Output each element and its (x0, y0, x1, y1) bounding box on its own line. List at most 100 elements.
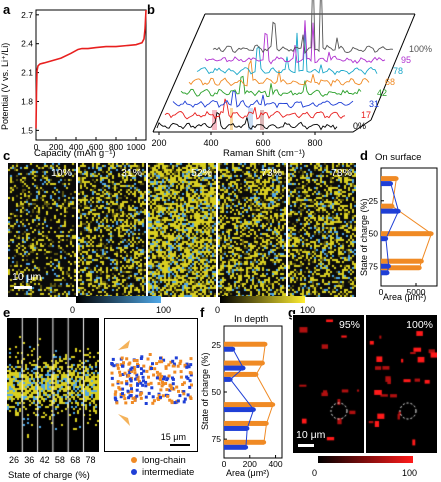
map-c-soc-label: 73% (260, 167, 282, 179)
chart-a-ytick-label: 1.5 (21, 125, 33, 135)
chart-e-zoom-pixel (182, 392, 186, 396)
chart-e-zoom-pixel (151, 401, 155, 405)
chart-e-zoom-pixel (174, 356, 178, 360)
chart-d-point-long-chain (394, 176, 399, 181)
chart-f-xtick-label: 200 (243, 459, 257, 469)
map-c-scale-text: 10 μm (12, 271, 42, 283)
chart-e-zoom-pixel (132, 359, 136, 363)
chart-e-zoom-pixel (128, 361, 132, 365)
chart-e-zoom-pixel (183, 363, 187, 367)
chart-f-point-long-chain (260, 360, 265, 366)
chart-d-ylabel: State of charge (%) (359, 198, 369, 276)
chart-b: Raman Shift (cm⁻¹) 200 400 600 800 0%1731426… (151, 0, 432, 159)
chart-b-spectrum-95 (204, 20, 386, 65)
chart-e-zoom-pixel (172, 362, 176, 366)
chart-d-point-long-chain (419, 259, 424, 264)
chart-e-zoom-pixel (185, 375, 189, 379)
chart-e-zoom-pixel (135, 359, 139, 362)
chart-d-point-intermediate (388, 181, 393, 186)
chart-e-zoom-pixel (176, 364, 180, 368)
chart-e-zoom-pixel (164, 382, 168, 385)
cbar-yellow-min: 0 (215, 305, 220, 315)
map-c-image (148, 163, 216, 297)
chart-e-zoom-pixel (166, 376, 170, 380)
chart-e-zoom-pixel (133, 371, 137, 375)
chart-e-zoom-pixel (182, 390, 186, 394)
chart-e-zoom-pixel (179, 370, 183, 374)
chart-e-zoom-pixel (142, 379, 145, 383)
chart-e-zoom-pixel (160, 374, 163, 378)
chart-f-ytick-label: 25 (212, 340, 222, 350)
colorbar-blue (76, 296, 161, 303)
chart-e-axis: State of charge (%) 26 36 42 58 68 78 (8, 455, 96, 481)
chart-e-zoom-pixel (136, 362, 139, 366)
chart-b-spectrum-78 (196, 30, 378, 76)
map-g-frame-0: 95% 10 μm (292, 314, 365, 454)
chart-b-soc-label-1: 17 (361, 110, 371, 120)
panel-label-e: e (3, 305, 11, 320)
chart-e-zoom-pixel (133, 398, 137, 402)
chart-d-bar-intermediate (381, 236, 386, 242)
legend-intermediate: intermediate (142, 467, 194, 478)
chart-e-zoom-pixel (147, 382, 151, 386)
chart-e-zoom-pixel (164, 365, 168, 369)
chart-e-zoom-pixel (158, 372, 162, 376)
chart-b-xtick-label: 200 (151, 138, 166, 148)
chart-e-zoom-pixel (115, 401, 119, 405)
chart-b-spectrum-42 (180, 75, 362, 98)
chart-e-zoom-pixel (169, 385, 173, 389)
chart-e-zoom-pixel (129, 379, 133, 383)
chart-e-zoom-pixel (142, 364, 146, 368)
chart-d-frame (380, 167, 438, 287)
chart-e-zoom-pixel (111, 357, 115, 361)
chart-e-zoom-pixel (141, 375, 145, 379)
chart-e-zoom: 15 μm (104, 318, 198, 452)
chart-d-bar-intermediate (381, 270, 388, 276)
chart-a-ytick-label: 2.1 (21, 68, 33, 78)
chart-e-zoom-pixel (116, 380, 120, 384)
chart-e-zoom-pixel (159, 395, 162, 399)
chart-f-bar-intermediate (224, 444, 246, 450)
chart-e-zoom-pixel (152, 373, 156, 377)
chart-f-xtick-label: 400 (268, 459, 282, 469)
map-g: 95% 10 μm 100% (292, 314, 438, 454)
chart-e-zoom-pixel (162, 377, 165, 381)
chart-e-zoom-pixel (150, 367, 153, 370)
chart-d-title: On surface (375, 152, 421, 163)
chart-b-band-pink (212, 110, 217, 130)
chart-e-zoom-pixel (189, 357, 193, 361)
chart-e-zoom-pixel (126, 389, 130, 393)
chart-d-point-intermediate (383, 236, 389, 241)
chart-e-zoom-pixel (185, 362, 189, 366)
chart-b-soc-label-7: 100% (409, 44, 432, 54)
chart-e-zoom-pixel (119, 395, 123, 399)
chart-e-zoom-pixel (145, 369, 149, 373)
panel-label-b: b (147, 2, 155, 17)
colorbars-c: 0 100 0 100 (70, 296, 315, 315)
chart-e-zoom-pixel (171, 382, 175, 386)
chart-d-bar-intermediate (381, 208, 399, 214)
panel-label-d: d (360, 148, 368, 163)
chart-f-bar-intermediate (224, 376, 231, 382)
chart-b-xtick-label: 400 (203, 138, 218, 148)
chart-f-point-intermediate (241, 365, 246, 371)
chart-e-zoom-pixel (178, 394, 182, 398)
chart-e-zoom-pixel (177, 389, 180, 393)
chart-e-zoom-pixel (129, 367, 133, 371)
chart-d-point-intermediate (386, 264, 391, 269)
chart-e-zoom-pixel (167, 363, 171, 367)
chart-f-point-intermediate (228, 377, 233, 382)
chart-f-xlabel: Area (μm²) (226, 468, 269, 478)
chart-e-zoom-pixel (157, 382, 161, 386)
chart-e-zoom-pixel (168, 388, 172, 392)
chart-b-soc-label-2: 31 (369, 99, 379, 109)
chart-a-ylabel: Potential (V vs. Li⁺/Li) (0, 43, 10, 130)
map-e-image (7, 318, 99, 452)
legend-long-chain: long-chain (142, 455, 186, 466)
chart-e-zoom-pixel (161, 380, 164, 384)
chart-e-zoom-pixel (128, 377, 132, 381)
chart-a-xtick-label: 200 (49, 142, 63, 152)
chart-e-zoom-pixel (187, 365, 191, 369)
chart-e-zoom-pixel (137, 379, 141, 383)
chart-a-xtick-label: 0 (34, 142, 39, 152)
